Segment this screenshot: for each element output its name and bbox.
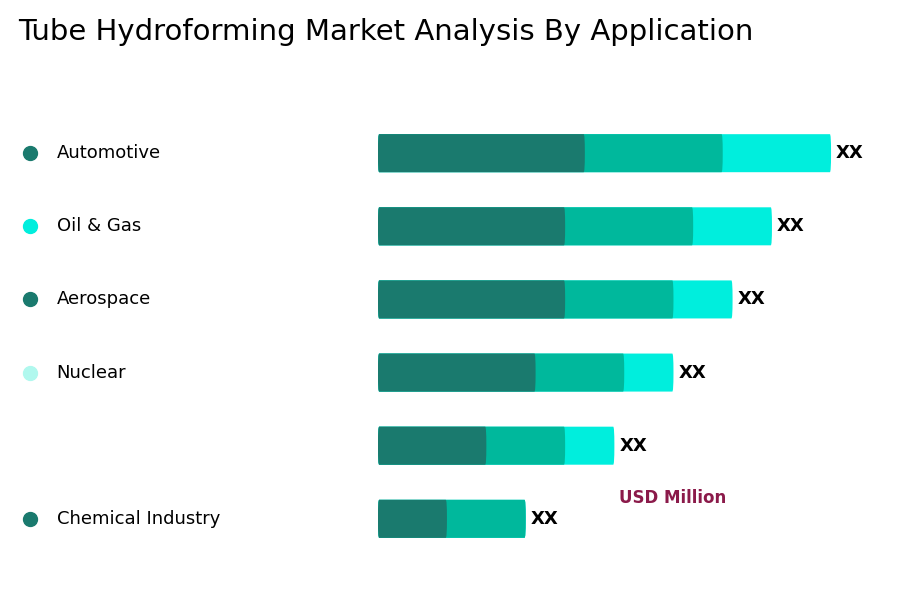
FancyBboxPatch shape — [378, 353, 673, 392]
Text: Tube Hydroforming Market Analysis By Application: Tube Hydroforming Market Analysis By App… — [18, 18, 753, 46]
FancyBboxPatch shape — [378, 500, 447, 538]
FancyBboxPatch shape — [378, 280, 673, 319]
FancyBboxPatch shape — [378, 207, 772, 245]
FancyBboxPatch shape — [378, 207, 565, 245]
Text: Nuclear: Nuclear — [57, 364, 126, 382]
FancyBboxPatch shape — [378, 134, 831, 172]
Text: Chemical Industry: Chemical Industry — [57, 510, 220, 528]
Text: Aerospace: Aerospace — [57, 290, 151, 308]
Text: XX: XX — [836, 144, 864, 162]
Text: XX: XX — [531, 510, 558, 528]
FancyBboxPatch shape — [378, 427, 565, 464]
FancyBboxPatch shape — [378, 280, 565, 319]
FancyBboxPatch shape — [378, 427, 615, 464]
FancyBboxPatch shape — [378, 134, 723, 172]
FancyBboxPatch shape — [378, 500, 526, 538]
Text: Oil & Gas: Oil & Gas — [57, 217, 141, 235]
Text: USD Million: USD Million — [619, 490, 726, 508]
FancyBboxPatch shape — [378, 280, 733, 319]
FancyBboxPatch shape — [378, 353, 536, 392]
Text: XX: XX — [679, 364, 706, 382]
FancyBboxPatch shape — [378, 207, 693, 245]
Text: XX: XX — [777, 217, 805, 235]
Text: XX: XX — [619, 437, 647, 455]
FancyBboxPatch shape — [378, 353, 625, 392]
FancyBboxPatch shape — [378, 134, 585, 172]
Text: XX: XX — [737, 290, 765, 308]
FancyBboxPatch shape — [378, 500, 526, 538]
Text: Automotive: Automotive — [57, 144, 161, 162]
FancyBboxPatch shape — [378, 427, 486, 464]
